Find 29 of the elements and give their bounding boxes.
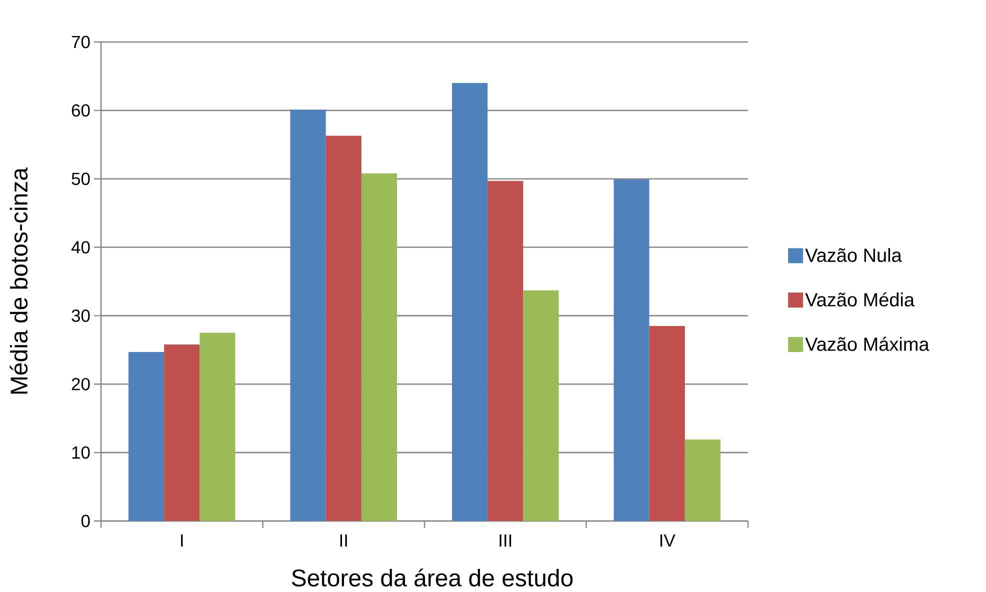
legend-label: Vazão Máxima [805,336,930,351]
y-tick-label: 70 [72,36,90,48]
y-tick-label: 20 [72,378,90,390]
y-tick-label: 40 [71,241,90,254]
bar [326,136,362,521]
x-tick-label: IV [660,534,676,547]
y-axis-title: Média de botos-cinza [10,167,28,394]
y-tick-label: 0 [81,514,90,528]
bar [164,344,200,521]
x-axis-title: Setores da área de estudo [292,568,573,586]
bar [200,332,236,521]
x-tick-label: I [181,534,183,547]
x-tick-label: III [500,534,512,547]
bar [684,440,720,521]
bar [361,173,398,521]
bar [523,290,559,521]
legend-label: Vazão Nula [805,248,902,262]
y-tick-label: 60 [72,104,90,117]
bar [452,83,488,521]
bar [488,180,524,521]
x-tick-label: II [340,534,347,547]
bar [128,352,164,521]
bar [290,110,326,521]
y-tick-label: 10 [72,446,90,459]
bar [614,180,650,521]
bar [649,326,685,521]
legend-label: Vazão Média [805,292,915,306]
y-tick-label: 30 [72,310,90,322]
y-tick-label: 50 [72,172,90,186]
